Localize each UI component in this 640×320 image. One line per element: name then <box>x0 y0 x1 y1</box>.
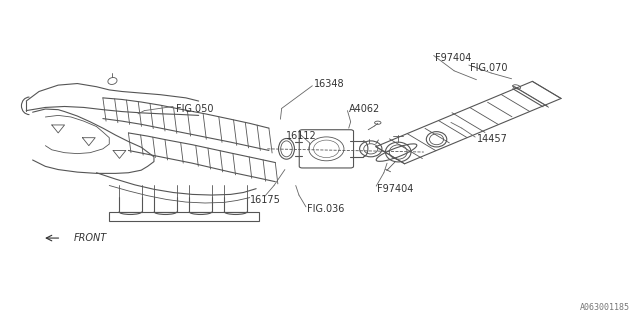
Text: 16175: 16175 <box>250 195 281 205</box>
Bar <box>109 212 259 221</box>
Text: FIG.036: FIG.036 <box>307 204 344 214</box>
Text: 14457: 14457 <box>476 134 508 144</box>
Text: 16112: 16112 <box>285 131 316 141</box>
Text: FRONT: FRONT <box>74 233 108 243</box>
Text: FIG.050: FIG.050 <box>176 104 214 114</box>
Text: A4062: A4062 <box>349 104 380 114</box>
Text: F97404: F97404 <box>378 184 414 194</box>
Text: FIG.070: FIG.070 <box>470 63 508 73</box>
Text: A063001185: A063001185 <box>580 303 630 312</box>
Text: 16348: 16348 <box>314 78 344 89</box>
Text: F97404: F97404 <box>435 53 471 63</box>
